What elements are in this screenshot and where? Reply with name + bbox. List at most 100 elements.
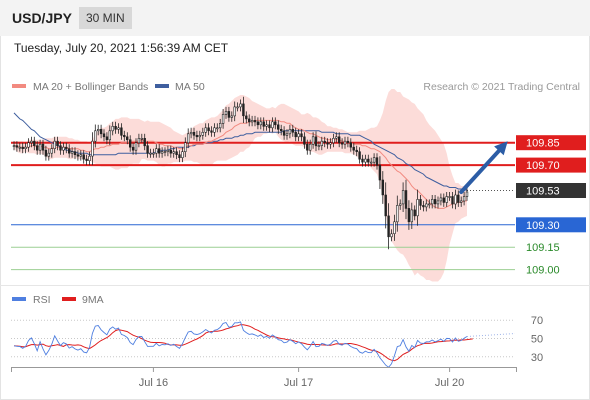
ma50-legend-label: MA 50 xyxy=(175,81,205,93)
candle-body xyxy=(297,133,300,138)
candle-body xyxy=(413,209,416,217)
candle-body xyxy=(44,149,48,157)
candle-body xyxy=(271,121,274,129)
candle-body xyxy=(459,200,463,203)
candle-body xyxy=(158,148,161,154)
candle-body xyxy=(204,127,207,133)
rsi-ma-legend-label: 9MA xyxy=(82,294,104,306)
candle-body xyxy=(41,143,45,151)
candle-body xyxy=(422,205,425,208)
candle-body xyxy=(68,148,71,154)
candle-body xyxy=(393,221,396,235)
candle-body xyxy=(317,145,321,147)
candle-body xyxy=(375,157,379,166)
rsi-legend-swatch xyxy=(12,297,26,301)
candle-body xyxy=(445,196,448,203)
candle-body xyxy=(169,149,172,154)
rsi-tick-70: 70 xyxy=(531,315,543,327)
candle-body xyxy=(465,191,469,197)
candle-body xyxy=(27,142,30,148)
candle-body xyxy=(425,203,428,208)
x-tick-label: Jul 17 xyxy=(284,377,313,389)
candle-body xyxy=(346,140,350,143)
candle-body xyxy=(285,133,289,136)
candle-body xyxy=(279,129,283,132)
rsi-ma-legend-swatch xyxy=(62,297,76,301)
candle-body xyxy=(123,135,126,138)
candle-body xyxy=(152,152,155,155)
candle-body xyxy=(33,140,36,146)
candle-body xyxy=(198,135,201,138)
candle-body xyxy=(24,146,27,149)
candle-body xyxy=(396,205,399,223)
candle-body xyxy=(70,151,74,154)
candle-body xyxy=(398,203,402,206)
candle-body xyxy=(294,132,297,138)
candle-body xyxy=(134,142,138,151)
resistance-badge-109.85 xyxy=(516,135,586,151)
candle-body xyxy=(12,145,16,147)
pivot-badge-109.30 xyxy=(516,217,586,233)
candle-body xyxy=(369,161,373,164)
candle-body xyxy=(433,199,437,205)
rsi-tick-30: 30 xyxy=(531,352,543,364)
candle-body xyxy=(189,132,193,135)
candle-body xyxy=(439,197,443,202)
candle-body xyxy=(65,146,68,149)
candle-body xyxy=(306,143,309,151)
candle-body xyxy=(349,142,352,148)
candle-body xyxy=(117,127,120,130)
candle-body xyxy=(253,120,257,123)
candle-body xyxy=(343,140,347,145)
candle-body xyxy=(311,136,315,145)
candle-body xyxy=(126,136,129,141)
rsi-legend: RSI 9MA xyxy=(12,294,104,306)
candle-body xyxy=(300,133,303,138)
candle-body xyxy=(219,123,222,129)
candle-body xyxy=(38,143,42,151)
candle-body xyxy=(82,154,85,160)
candle-body xyxy=(129,139,132,148)
candle-body xyxy=(120,127,123,136)
candle-body xyxy=(35,145,39,151)
candle-body xyxy=(224,111,228,115)
pivot-label-109.30: 109.30 xyxy=(526,220,560,232)
timeframe-badge[interactable]: 30 MIN xyxy=(79,7,132,29)
candle-body xyxy=(21,146,24,149)
candle-body xyxy=(140,138,143,140)
candle-body xyxy=(230,115,233,118)
candle-body xyxy=(276,124,280,130)
target-arrow xyxy=(459,141,508,194)
candle-body xyxy=(436,200,440,205)
candle-body xyxy=(62,146,65,151)
candle-body xyxy=(187,133,190,144)
candle-body xyxy=(407,208,411,223)
ma20-legend-swatch xyxy=(12,84,26,88)
rsi-panel: 70 50 30 xyxy=(11,315,543,368)
candle-body xyxy=(308,143,312,151)
candle-body xyxy=(97,129,100,132)
candle-body xyxy=(355,149,358,152)
candle-body xyxy=(216,127,219,130)
candle-body xyxy=(76,154,80,157)
candlesticks xyxy=(12,96,469,250)
resistance-badge-109.70 xyxy=(516,157,586,173)
candle-body xyxy=(427,203,431,206)
candle-body xyxy=(143,138,146,147)
candle-body xyxy=(282,130,286,136)
candle-body xyxy=(233,106,236,117)
candle-body xyxy=(137,138,141,144)
candle-body xyxy=(288,129,292,135)
candle-body xyxy=(352,146,355,151)
resistance-label-109.85: 109.85 xyxy=(526,138,560,150)
candle-body xyxy=(53,140,56,149)
candle-body xyxy=(56,140,59,146)
candle-body xyxy=(50,148,53,154)
candle-body xyxy=(163,151,167,153)
candle-body xyxy=(73,151,77,155)
candle-body xyxy=(320,140,323,146)
x-tick-label: Jul 16 xyxy=(139,377,168,389)
candle-body xyxy=(178,154,181,158)
credit-text: Research © 2021 Trading Central xyxy=(423,81,580,93)
